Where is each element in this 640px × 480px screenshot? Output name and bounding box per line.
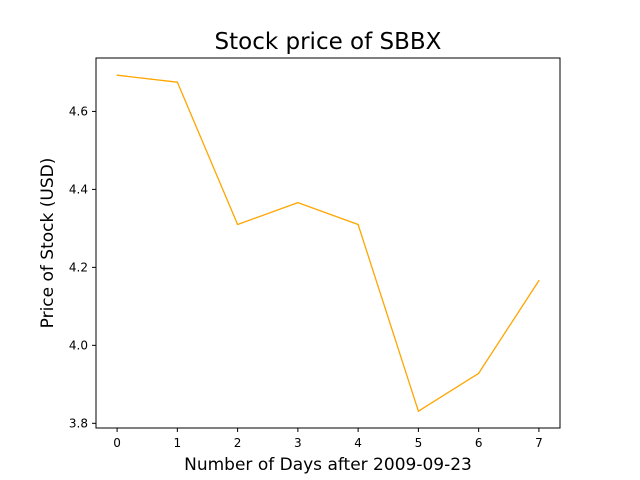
y-tick-label: 4.4 — [69, 182, 88, 196]
x-axis-ticks: 0 1 2 3 4 5 6 7 — [113, 428, 543, 450]
data-point — [237, 223, 239, 226]
x-tick-label: 0 — [113, 436, 121, 450]
plot-area — [95, 57, 561, 429]
y-tick-label: 4.2 — [69, 260, 88, 274]
x-tick-label: 7 — [535, 436, 543, 450]
data-point — [478, 372, 480, 375]
x-tick-label: 1 — [174, 436, 182, 450]
data-point — [297, 202, 299, 204]
y-tick-label: 4.6 — [69, 104, 88, 118]
data-point — [357, 223, 359, 226]
y-axis-ticks: 3.8 4.0 4.2 4.4 4.6 — [69, 104, 96, 430]
y-tick-label: 3.8 — [69, 416, 88, 430]
x-tick-label: 6 — [475, 436, 483, 450]
x-axis-label: Number of Days after 2009-09-23 — [184, 455, 472, 475]
series-layer — [116, 74, 540, 412]
x-tick-label: 3 — [294, 436, 302, 450]
data-point — [116, 74, 118, 76]
chart-title: Stock price of SBBX — [215, 29, 442, 55]
data-point — [417, 410, 419, 412]
series-line — [117, 74, 540, 412]
data-point — [176, 81, 178, 83]
data-point — [538, 280, 540, 282]
y-tick-label: 4.0 — [69, 338, 88, 352]
x-tick-label: 5 — [415, 436, 423, 450]
x-tick-label: 2 — [234, 436, 242, 450]
y-axis-label: Price of Stock (USD) — [38, 158, 58, 329]
x-tick-label: 4 — [354, 436, 362, 450]
